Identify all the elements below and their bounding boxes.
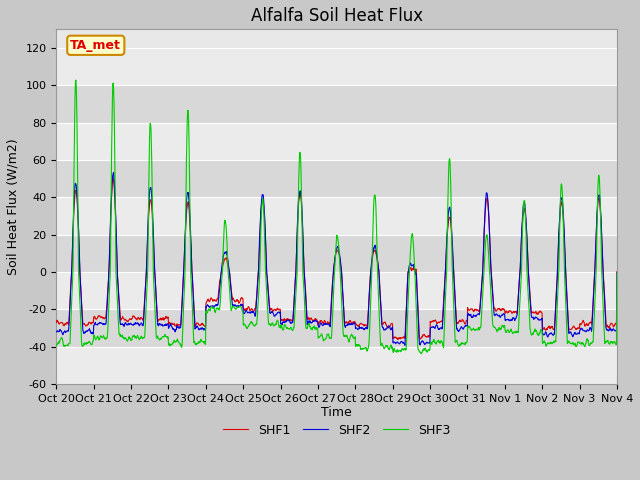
SHF1 — [394, 336, 402, 342]
SHF1 — [52, 320, 60, 325]
SHF2 — [401, 342, 409, 348]
SHF2 — [547, 330, 555, 336]
SHF3 — [72, 77, 79, 83]
Bar — [56, 122, 617, 160]
SHF1 — [547, 324, 555, 330]
X-axis label: Time: Time — [321, 407, 352, 420]
SHF3 — [424, 347, 432, 353]
Bar — [56, 309, 617, 347]
SHF3 — [177, 344, 185, 350]
SHF2 — [110, 170, 118, 176]
SHF2 — [424, 340, 432, 346]
Legend: SHF1, SHF2, SHF3: SHF1, SHF2, SHF3 — [218, 419, 455, 442]
Line: SHF1: SHF1 — [56, 178, 617, 339]
SHF1 — [109, 175, 116, 181]
SHF2 — [177, 314, 185, 320]
Text: TA_met: TA_met — [70, 39, 121, 52]
SHF1 — [424, 334, 432, 340]
SHF1 — [498, 307, 506, 312]
Bar — [56, 160, 617, 197]
SHF3 — [613, 271, 621, 276]
SHF1 — [613, 269, 621, 275]
SHF3 — [164, 335, 172, 341]
SHF3 — [417, 351, 425, 357]
Bar — [56, 85, 617, 122]
SHF1 — [240, 306, 248, 312]
SHF3 — [498, 324, 506, 329]
Y-axis label: Soil Heat Flux (W/m2): Soil Heat Flux (W/m2) — [7, 138, 20, 275]
SHF3 — [52, 342, 60, 348]
SHF3 — [547, 341, 555, 347]
SHF3 — [240, 321, 248, 327]
SHF2 — [164, 321, 172, 327]
Title: Alfalfa Soil Heat Flux: Alfalfa Soil Heat Flux — [250, 7, 422, 25]
Bar — [56, 48, 617, 85]
SHF1 — [177, 312, 185, 317]
Bar — [56, 272, 617, 309]
SHF2 — [498, 312, 506, 318]
SHF2 — [613, 270, 621, 276]
SHF2 — [52, 329, 60, 335]
Bar — [56, 347, 617, 384]
Bar — [56, 197, 617, 235]
Line: SHF2: SHF2 — [56, 173, 617, 345]
Bar — [56, 235, 617, 272]
SHF2 — [240, 311, 248, 316]
Line: SHF3: SHF3 — [56, 80, 617, 354]
SHF1 — [164, 315, 172, 321]
